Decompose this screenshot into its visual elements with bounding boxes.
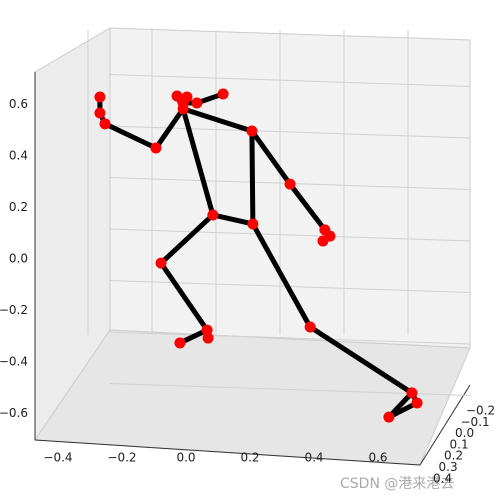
bone (180, 106, 216, 218)
joint (174, 337, 186, 349)
joint (94, 91, 106, 103)
bone (180, 106, 255, 134)
joint (284, 178, 296, 190)
bone (153, 106, 186, 151)
y-tick-label: 0.2 (9, 200, 28, 214)
z-tick-label: −0.1 (461, 415, 490, 429)
bone (386, 390, 415, 420)
x-tick-label: 0.0 (176, 451, 195, 465)
bone (249, 128, 293, 187)
z-tick-label: −0.2 (466, 404, 495, 418)
x-tick-label: 0.4 (304, 451, 323, 465)
x-tick-label: −0.4 (43, 451, 72, 465)
z-tick-label: 0.1 (450, 437, 469, 451)
bone (210, 212, 256, 227)
joint (406, 387, 418, 399)
y-tick-label: −0.4 (0, 355, 28, 369)
x-axis-line (34, 439, 421, 466)
joint (304, 321, 316, 333)
joint (155, 257, 167, 269)
watermark: CSDN @港来港去 (340, 476, 454, 492)
bone (307, 324, 415, 396)
skeleton (94, 88, 423, 423)
joint (317, 235, 329, 247)
joint (411, 397, 423, 409)
joint (177, 97, 189, 109)
grid-line (109, 228, 471, 242)
z-tick-label: 0.3 (439, 460, 458, 474)
bone (158, 260, 210, 333)
z-tick-label: 0.4 (433, 471, 452, 485)
grid-line (109, 74, 471, 87)
y-tick-label: 0.4 (9, 149, 28, 163)
joint (207, 209, 219, 221)
joint (383, 411, 395, 423)
joint (247, 218, 259, 230)
grid-line (109, 331, 471, 345)
joint (217, 88, 229, 100)
z-tick-label: 0.0 (455, 426, 474, 440)
y-tick-label: 0.6 (9, 97, 28, 111)
bone (158, 212, 216, 266)
y-tick-label: −0.6 (0, 406, 28, 420)
x-tick-label: −0.2 (107, 451, 136, 465)
joint (191, 97, 203, 109)
bone (287, 181, 328, 233)
y-tick-label: 0.0 (9, 252, 28, 266)
z-axis-line (419, 384, 471, 466)
x-tick-label: 0.6 (368, 451, 387, 465)
joint (246, 125, 258, 137)
joint (99, 118, 111, 130)
bone (102, 121, 159, 151)
joint (202, 332, 214, 344)
joint (94, 107, 106, 119)
x-tick-label: 0.2 (240, 451, 259, 465)
joint (201, 324, 213, 336)
y-tick-label: −0.2 (0, 303, 28, 317)
bone (249, 128, 256, 227)
joint (150, 142, 162, 154)
z-tick-label: 0.2 (444, 449, 463, 463)
bone (250, 221, 313, 330)
